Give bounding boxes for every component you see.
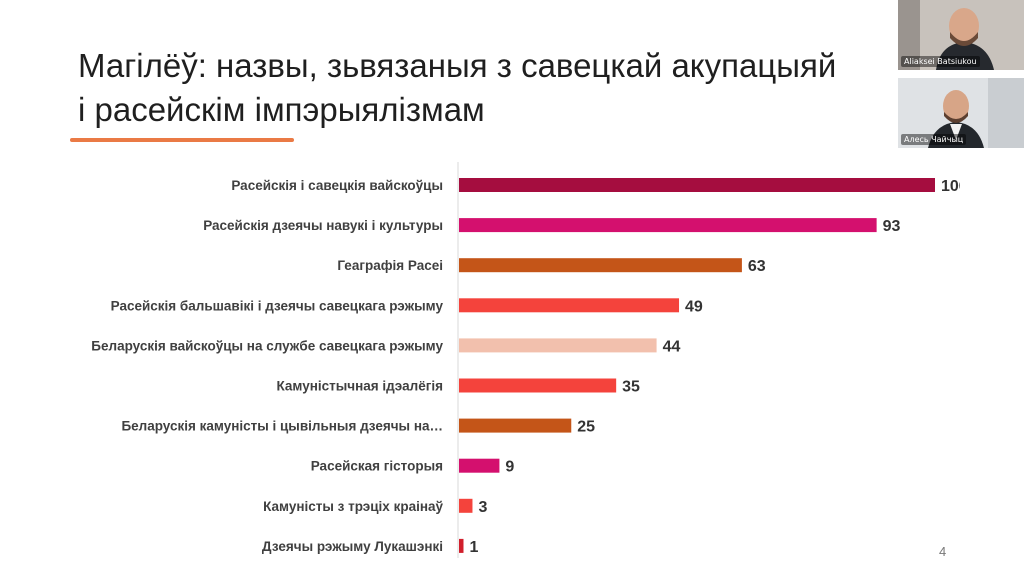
data-label: 1 bbox=[469, 539, 478, 556]
category-label: Беларускія вайскоўцы на службе савецкага… bbox=[91, 338, 443, 353]
title-line-2: і расейскім імпэрыялізмам bbox=[78, 91, 485, 128]
category-label: Дзеячы рэжыму Лукашэнкі bbox=[262, 539, 443, 554]
category-label: Беларускія камуністы і цывільныя дзеячы … bbox=[121, 419, 443, 434]
bar bbox=[459, 178, 935, 192]
category-label: Расейскія дзеячы навукі і культуры bbox=[203, 218, 443, 233]
video-tile-participant-1[interactable]: Aliaksei Batsiukou bbox=[898, 0, 1024, 70]
category-label: Камуністы з трэціх краінаў bbox=[263, 499, 443, 514]
data-label: 35 bbox=[622, 379, 640, 396]
data-label: 49 bbox=[685, 298, 703, 315]
category-label: Камуністычная ідэалёгія bbox=[276, 379, 443, 394]
data-label: 25 bbox=[577, 419, 595, 436]
data-label: 3 bbox=[478, 499, 487, 516]
bar bbox=[459, 298, 680, 313]
bar bbox=[459, 378, 617, 393]
bar-chart: Расейскія і савецкія вайскоўцы 106 Расейск… bbox=[91, 162, 960, 558]
participant-name-2: Алесь Чайчыц bbox=[901, 134, 967, 145]
bar bbox=[459, 538, 464, 553]
participant-video-1 bbox=[898, 0, 1024, 70]
bar bbox=[459, 498, 473, 513]
category-label: Геаграфія Расеі bbox=[337, 258, 443, 273]
category-label: Расейскія бальшавікі і дзеячы савецкага … bbox=[111, 298, 444, 313]
title-line-1: Магілёў: назвы, зьвязаныя з савецкай аку… bbox=[78, 47, 837, 84]
bar bbox=[459, 338, 657, 353]
data-label: 63 bbox=[748, 258, 766, 275]
bar bbox=[459, 258, 742, 273]
data-label: 9 bbox=[505, 459, 514, 476]
category-label: Расейская гісторыя bbox=[311, 459, 443, 474]
video-tile-participant-2[interactable]: Алесь Чайчыц bbox=[898, 78, 1024, 148]
participant-video-2 bbox=[898, 78, 1024, 148]
participant-name-1: Aliaksei Batsiukou bbox=[901, 56, 980, 67]
title-underline bbox=[70, 138, 294, 142]
data-label: 93 bbox=[883, 218, 901, 235]
slide-title: Магілёў: назвы, зьвязаныя з савецкай аку… bbox=[78, 44, 898, 132]
bar bbox=[459, 458, 500, 473]
bar bbox=[459, 418, 572, 433]
category-label: Расейскія і савецкія вайскоўцы bbox=[231, 178, 443, 193]
page-number: 4 bbox=[939, 544, 947, 559]
data-label: 106 bbox=[941, 178, 960, 195]
data-label: 44 bbox=[663, 338, 681, 355]
bar bbox=[459, 218, 877, 233]
